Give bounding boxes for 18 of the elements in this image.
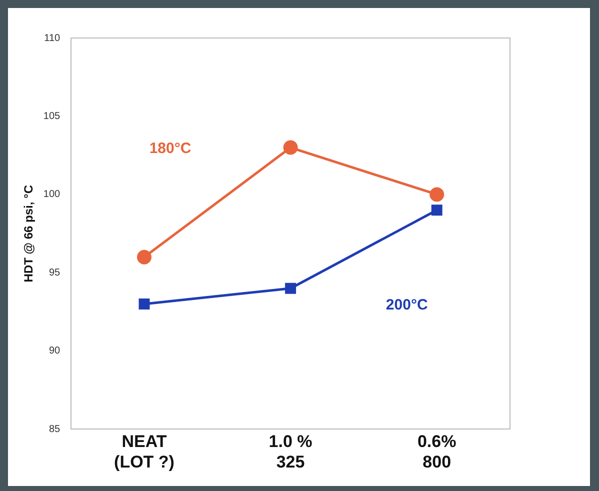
- point: [430, 187, 444, 202]
- x-tick-label: 0.6% 800: [417, 432, 456, 472]
- text: 200°C: [386, 296, 428, 314]
- point: [283, 140, 298, 155]
- point: [285, 282, 296, 294]
- y-axis-title: HDT @ 66 psi, °C: [22, 184, 36, 282]
- y-tick-label: 110: [44, 32, 61, 44]
- y-tick-label: 105: [43, 110, 61, 122]
- point: [431, 204, 442, 216]
- x-tick-label: 1.0 % 325: [268, 432, 312, 472]
- y-tick-label: 95: [48, 267, 61, 278]
- point: [136, 250, 152, 264]
- point: [138, 298, 150, 310]
- y-tick-label: 90: [48, 346, 61, 357]
- x-tick-label: NEAT (LOT ?): [114, 432, 174, 472]
- y-tick-label: 85: [48, 424, 61, 435]
- y-tick-label: 100: [43, 189, 61, 200]
- text: 180°C: [149, 140, 192, 158]
